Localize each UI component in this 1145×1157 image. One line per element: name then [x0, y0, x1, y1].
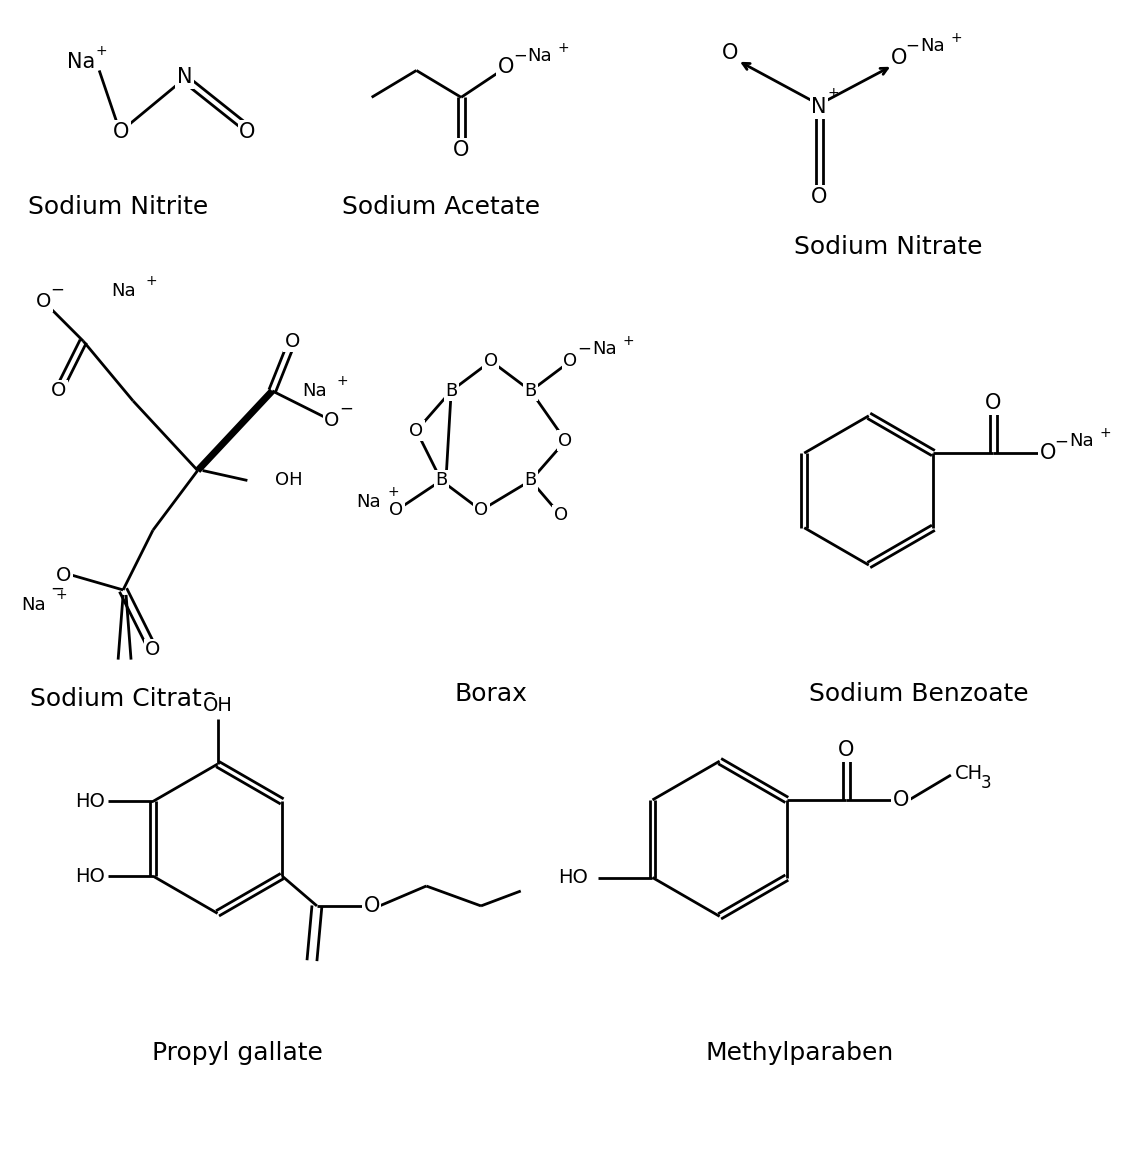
- Text: HO: HO: [558, 868, 587, 887]
- Text: N: N: [177, 67, 192, 88]
- Text: O: O: [553, 507, 568, 524]
- Text: Borax: Borax: [455, 683, 528, 707]
- Text: OH: OH: [275, 471, 302, 489]
- Text: Na: Na: [356, 493, 381, 511]
- Text: Na: Na: [111, 282, 135, 301]
- Text: O: O: [1040, 443, 1056, 463]
- Text: Sodium Nitrate: Sodium Nitrate: [795, 235, 982, 259]
- Text: Sodium Citrate: Sodium Citrate: [30, 687, 216, 712]
- Text: Na: Na: [528, 46, 552, 65]
- Text: +: +: [56, 588, 68, 602]
- Text: O: O: [363, 896, 380, 916]
- Text: O: O: [113, 123, 129, 142]
- Text: +: +: [95, 44, 106, 58]
- Text: O: O: [410, 421, 424, 440]
- Text: B: B: [524, 382, 537, 400]
- Text: Na: Na: [302, 382, 327, 400]
- Text: Sodium Benzoate: Sodium Benzoate: [808, 683, 1028, 707]
- Text: O: O: [50, 382, 66, 400]
- Text: O: O: [891, 47, 907, 67]
- Text: O: O: [145, 640, 160, 659]
- Text: O: O: [324, 411, 340, 430]
- Text: +: +: [335, 374, 348, 388]
- Text: O: O: [838, 740, 854, 760]
- Text: +: +: [1099, 426, 1111, 440]
- Text: B: B: [445, 382, 457, 400]
- Text: −: −: [513, 46, 527, 65]
- Text: O: O: [498, 58, 514, 78]
- Text: +: +: [827, 87, 839, 101]
- Text: Na: Na: [921, 37, 945, 54]
- Text: OH: OH: [203, 695, 232, 715]
- Text: O: O: [284, 332, 300, 351]
- Text: Na: Na: [1069, 433, 1093, 450]
- Text: +: +: [950, 30, 962, 45]
- Text: Propyl gallate: Propyl gallate: [152, 1040, 323, 1064]
- Text: O: O: [721, 43, 737, 62]
- Text: O: O: [56, 566, 71, 584]
- Text: −: −: [1055, 433, 1068, 450]
- Text: HO: HO: [76, 791, 105, 811]
- Text: O: O: [985, 393, 1001, 413]
- Text: O: O: [474, 501, 488, 519]
- Text: O: O: [35, 292, 52, 311]
- Text: O: O: [559, 432, 572, 450]
- Text: Na: Na: [22, 596, 46, 614]
- Text: +: +: [145, 274, 157, 288]
- Text: +: +: [558, 40, 569, 54]
- Text: O: O: [389, 501, 403, 519]
- Text: O: O: [484, 352, 498, 370]
- Text: O: O: [563, 352, 577, 370]
- Text: O: O: [453, 140, 469, 160]
- Text: −: −: [339, 400, 353, 418]
- Text: N: N: [812, 97, 827, 117]
- Text: Methylparaben: Methylparaben: [705, 1040, 893, 1064]
- Text: +: +: [623, 334, 634, 348]
- Text: O: O: [811, 186, 828, 207]
- Text: Na: Na: [592, 340, 617, 359]
- Text: O: O: [893, 790, 909, 810]
- Text: O: O: [239, 123, 255, 142]
- Text: HO: HO: [76, 867, 105, 885]
- Text: Na: Na: [68, 52, 95, 73]
- Text: −: −: [50, 280, 64, 299]
- Text: −: −: [50, 580, 64, 598]
- Text: −: −: [577, 340, 591, 359]
- Text: B: B: [435, 471, 448, 489]
- Text: CH: CH: [955, 764, 982, 782]
- Text: Sodium Acetate: Sodium Acetate: [342, 194, 540, 219]
- Text: Sodium Nitrite: Sodium Nitrite: [27, 194, 208, 219]
- Text: B: B: [524, 471, 537, 489]
- Text: 3: 3: [980, 774, 990, 793]
- Text: +: +: [388, 486, 400, 500]
- Text: −: −: [906, 37, 919, 54]
